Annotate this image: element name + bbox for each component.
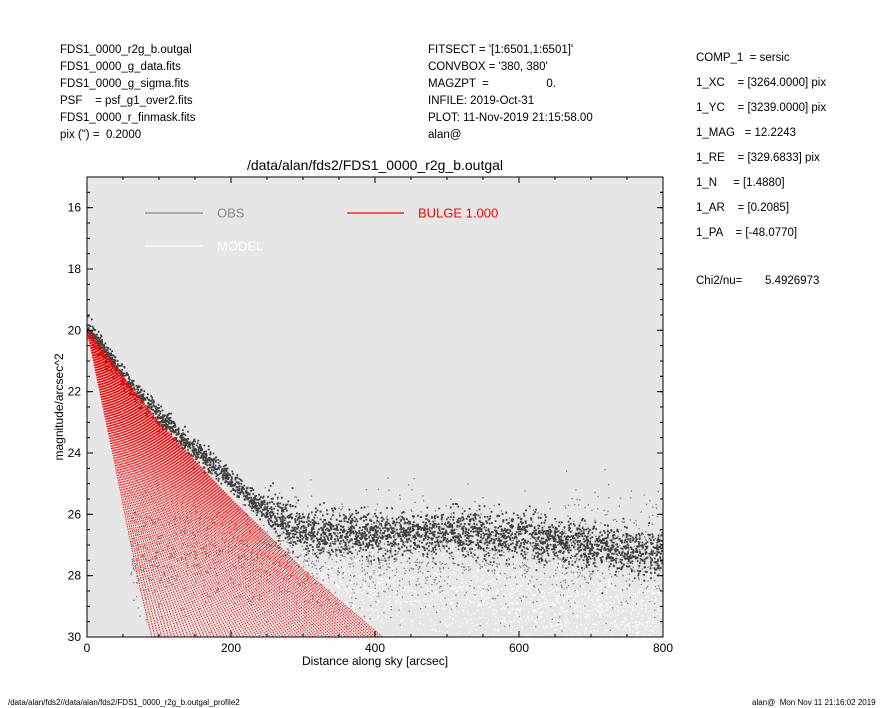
chi2-label: Chi2/nu= — [696, 275, 743, 287]
header-right-line-7: 1_PA = [-48.0770] — [696, 227, 798, 239]
bulge-line-25 — [87, 330, 235, 637]
bulge-line-34 — [87, 330, 265, 637]
bulge-line-22 — [87, 330, 225, 637]
bulge-line-52 — [87, 330, 324, 637]
y-tick-label-1: 18 — [68, 262, 82, 276]
bulge-line-64 — [87, 330, 363, 637]
bulge-line-8 — [87, 330, 179, 637]
y-tick-label-0: 16 — [68, 201, 82, 215]
header-right-line-1: 1_XC = [3264.0000] pix — [696, 77, 827, 89]
y-tick-label-5: 26 — [68, 507, 82, 521]
bulge-line-46 — [87, 330, 304, 637]
y-tick-label-3: 22 — [68, 385, 82, 399]
header-middle-line-2: MAGZPT = 0. — [428, 78, 556, 90]
bulge-line-13 — [87, 330, 196, 637]
legend-label-0: OBS — [217, 205, 245, 220]
header-right-line-4: 1_RE = [329.6833] pix — [696, 152, 820, 164]
bulge-line-7 — [87, 330, 176, 637]
x-tick-label-3: 600 — [509, 641, 529, 655]
chi2-value: 5.4926973 — [765, 275, 820, 287]
bulge-line-6 — [87, 330, 172, 637]
bulge-line-42 — [87, 330, 291, 637]
header-middle-line-3: INFILE: 2019-Oct-31 — [428, 95, 535, 107]
obs-points — [87, 315, 663, 595]
bulge-line-14 — [87, 330, 199, 637]
x-tick-label-1: 200 — [221, 641, 241, 655]
header-left-line-4: FDS1_0000_r_finmask.fits — [60, 112, 196, 124]
bulge-line-41 — [87, 330, 288, 637]
header-right-line-0: COMP_1 = sersic — [696, 52, 790, 64]
y-tick-label-6: 28 — [68, 569, 82, 583]
footer-path: /data/alan/fds2//data/alan/fds2/FDS1_000… — [8, 698, 240, 707]
bulge-line-1 — [87, 330, 156, 637]
y-tick-label-7: 30 — [68, 630, 82, 644]
bulge-line-17 — [87, 330, 209, 637]
header-left-line-3: PSF = psf_g1_over2.fits — [60, 95, 193, 107]
bulge-line-3 — [87, 330, 163, 637]
header-left-line-0: FDS1_0000_r2g_b.outgal — [60, 44, 192, 56]
y-tick-label-4: 24 — [68, 446, 82, 460]
bulge-line-44 — [87, 330, 297, 637]
y-tick-label-2: 20 — [68, 323, 82, 337]
bulge-line-11 — [87, 330, 189, 637]
header-right-line-6: 1_AR = [0.2085] — [696, 202, 790, 214]
header-middle-line-1: CONVBOX = '380, 380' — [428, 61, 548, 73]
header-right-line-5: 1_N = [1.4880] — [696, 177, 785, 189]
x-tick-label-4: 800 — [653, 641, 673, 655]
bulge-line-15 — [87, 330, 202, 637]
y-axis-label: magnitude/arcsec^2 — [52, 353, 66, 460]
x-tick-label-0: 0 — [84, 641, 91, 655]
header-right-line-3: 1_MAG = 12.2243 — [696, 127, 797, 139]
bulge-line-47 — [87, 330, 307, 637]
bulge-line-59 — [87, 330, 347, 637]
bulge-line-53 — [87, 330, 327, 637]
bulge-line-23 — [87, 330, 228, 637]
header-left-line-2: FDS1_0000_g_sigma.fits — [60, 78, 190, 90]
bulge-line-35 — [87, 330, 268, 637]
header-left-line-1: FDS1_0000_g_data.fits — [60, 61, 181, 73]
bulge-line-29 — [87, 330, 248, 637]
bulge-line-19 — [87, 330, 215, 637]
header-middle-line-4: PLOT: 11-Nov-2019 21:15:58.00 — [428, 112, 593, 124]
legend-label-2: BULGE 1.000 — [418, 205, 498, 220]
legend-label-1: MODEL — [217, 238, 263, 253]
x-tick-label-2: 400 — [365, 641, 385, 655]
bulge-line-9 — [87, 330, 182, 637]
header-right-line-2: 1_YC = [3239.0000] pix — [696, 102, 827, 114]
header-middle-line-5: alan@ — [428, 129, 462, 141]
header-middle-line-0: FITSECT = '[1:6501,1:6501]' — [428, 44, 574, 56]
bulge-line-20 — [87, 330, 219, 637]
bulge-line-0 — [87, 330, 153, 637]
x-axis-label: Distance along sky [arcsec] — [302, 654, 448, 668]
chart-title: /data/alan/fds2/FDS1_0000_r2g_b.outgal — [247, 157, 503, 173]
bulge-line-69 — [87, 330, 380, 637]
footer-timestamp: alan@ Mon Nov 11 21:16:02 2019 — [752, 698, 876, 707]
plot-area — [87, 314, 663, 637]
bulge-line-28 — [87, 330, 245, 637]
header-left-line-5: pix (") = 0.2000 — [60, 129, 142, 141]
bulge-line-63 — [87, 330, 360, 637]
